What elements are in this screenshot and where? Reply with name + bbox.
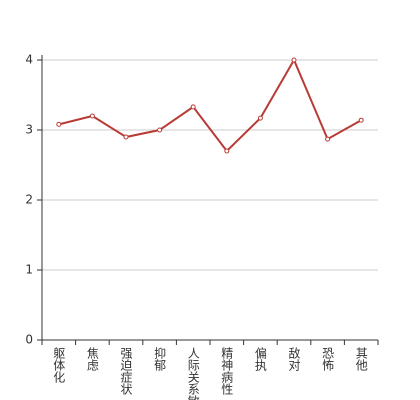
point xyxy=(325,136,331,142)
point xyxy=(89,113,95,119)
y-tick-label: 3 xyxy=(25,123,33,137)
point xyxy=(291,57,297,63)
x-tick-label: 人际关系敏感 xyxy=(186,347,200,400)
x-tick-label: 躯体化 xyxy=(52,346,66,384)
y-tick-label: 2 xyxy=(25,193,33,207)
x-tick-label: 抑郁 xyxy=(153,346,167,372)
x-tick-label: 恐怖 xyxy=(321,347,335,371)
x-tick-label: 其他 xyxy=(354,347,368,371)
line xyxy=(58,57,362,153)
point xyxy=(257,115,263,121)
x-tick-label: 精神病性 xyxy=(220,347,234,396)
y-tick-label: 4 xyxy=(25,53,33,67)
point xyxy=(123,134,129,140)
x-tick-label: 强迫症状 xyxy=(119,347,133,395)
y-tick-label: 1 xyxy=(25,263,33,277)
point xyxy=(358,117,364,123)
x-tick-label: 焦虑 xyxy=(85,347,99,371)
point xyxy=(56,121,62,127)
point xyxy=(190,104,196,110)
x-tick-label: 敌对 xyxy=(287,346,301,371)
x-tick-label: 偏执 xyxy=(253,346,267,372)
y-tick-label: 0 xyxy=(25,333,33,347)
point xyxy=(224,148,230,154)
point xyxy=(157,127,163,133)
